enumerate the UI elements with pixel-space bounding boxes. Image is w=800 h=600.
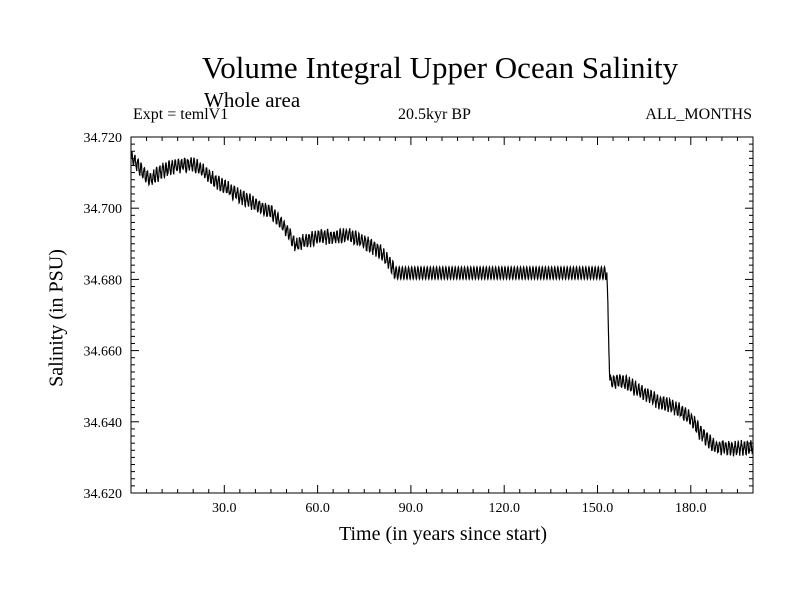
y-tick-label: 34.700 xyxy=(84,202,123,217)
x-tick-label: 30.0 xyxy=(212,501,237,516)
x-tick-label: 180.0 xyxy=(675,501,707,516)
plot-frame xyxy=(130,136,754,494)
y-axis-label: Salinity (in PSU) xyxy=(45,249,68,387)
x-axis-label: Time (in years since start) xyxy=(338,523,548,545)
x-tick-labels: 30.0 60.0 90.0 120.0 150.0 180.0 xyxy=(212,501,707,516)
x-tick-label: 90.0 xyxy=(399,501,424,516)
x-tick-label: 120.0 xyxy=(488,501,520,516)
y-tick-label: 34.640 xyxy=(84,416,123,431)
y-tick-label: 34.660 xyxy=(84,345,123,360)
chart-subtitle: Whole area xyxy=(204,88,301,112)
axis-ticks xyxy=(131,137,753,493)
y-tick-labels: 34.620 34.640 34.660 34.680 34.700 34.720 xyxy=(84,131,123,502)
chart-title: Volume Integral Upper Ocean Salinity xyxy=(201,50,679,85)
x-tick-label: 150.0 xyxy=(582,501,614,516)
salinity-series-line xyxy=(130,151,754,457)
experiment-label: Expt = temlV1 xyxy=(133,106,229,123)
y-tick-label: 34.620 xyxy=(84,487,123,502)
period-label: 20.5kyr BP xyxy=(398,106,471,123)
x-tick-label: 60.0 xyxy=(305,501,330,516)
y-tick-label: 34.680 xyxy=(84,273,123,288)
months-label: ALL_MONTHS xyxy=(645,106,752,123)
y-tick-label: 34.720 xyxy=(84,131,123,146)
